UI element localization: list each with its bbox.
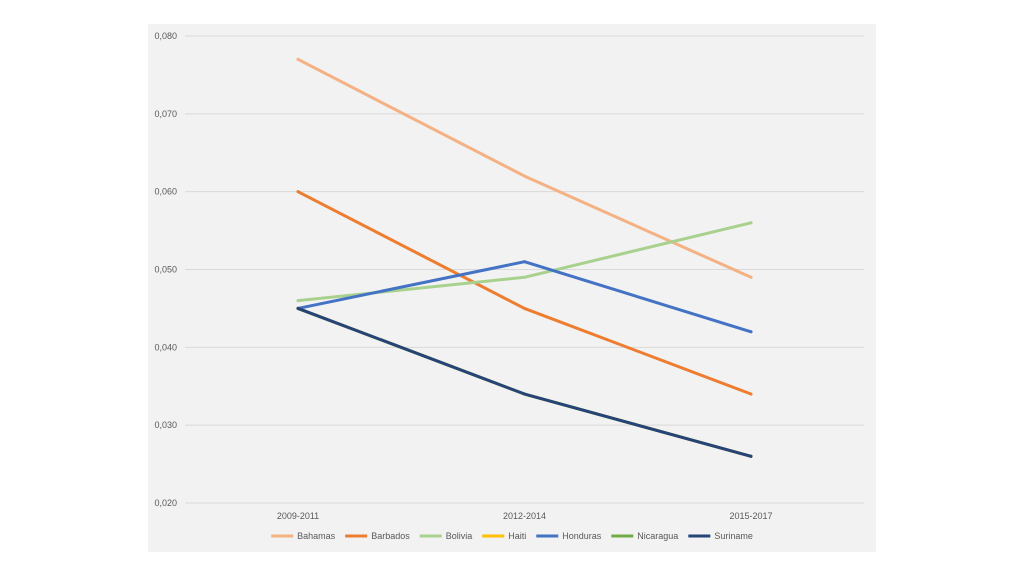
y-tick-label: 0,030 — [154, 420, 177, 430]
data-point-honduras — [523, 260, 526, 264]
legend-label: Honduras — [562, 531, 602, 541]
legend-label: Suriname — [714, 531, 753, 541]
y-tick-label: 0,020 — [154, 498, 177, 508]
data-point-honduras — [749, 330, 753, 334]
legend-item: Honduras — [536, 531, 602, 541]
legend: Bahamas Barbados Bolivia Haiti Honduras Nicar… — [271, 531, 753, 541]
legend-label: Bahamas — [297, 531, 336, 541]
x-tick-label: 2012-2014 — [503, 511, 546, 521]
legend-item: Bolivia — [419, 531, 473, 541]
line-chart: 0,020 0,030 0,040 0,050 0,060 0,070 0,080 2009… — [154, 31, 864, 541]
data-point-barbados — [523, 306, 526, 310]
x-tick-label: 2015-2017 — [729, 511, 772, 521]
y-tick-label: 0,040 — [154, 342, 177, 352]
data-point-suriname — [296, 306, 300, 310]
data-point-bolivia — [523, 275, 526, 279]
x-tick-label: 2009-2011 — [277, 511, 319, 521]
legend-item: Barbados — [345, 531, 410, 541]
data-point-bahamas — [296, 57, 300, 61]
legend-label: Barbados — [371, 531, 410, 541]
legend-label: Haiti — [508, 531, 526, 541]
legend-item: Haiti — [482, 531, 526, 541]
series-line-honduras — [296, 260, 753, 334]
data-point-barbados — [296, 190, 300, 194]
legend-label: Nicaragua — [637, 531, 678, 541]
legend-item: Suriname — [688, 531, 753, 541]
gridlines — [185, 35, 864, 504]
x-axis-tick-labels: 2009-2011 2012-2014 2015-2017 — [277, 511, 773, 521]
y-tick-label: 0,070 — [154, 109, 177, 119]
series-line-haiti — [296, 306, 753, 458]
y-axis-tick-labels: 0,020 0,030 0,040 0,050 0,060 0,070 0,080 — [154, 31, 177, 508]
data-point-suriname — [523, 392, 526, 396]
series-line-bahamas — [296, 57, 753, 279]
series-line-suriname — [296, 306, 753, 458]
data-point-barbados — [749, 392, 753, 396]
chart-panel: 0,020 0,030 0,040 0,050 0,060 0,070 0,080 2009… — [148, 24, 876, 552]
y-tick-label: 0,050 — [154, 265, 177, 275]
data-point-bolivia — [296, 299, 300, 303]
legend-item: Bahamas — [271, 531, 336, 541]
data-point-bahamas — [523, 174, 526, 178]
y-tick-label: 0,060 — [154, 187, 177, 197]
series-lines — [296, 57, 753, 458]
data-point-bolivia — [749, 221, 753, 225]
y-tick-label: 0,080 — [154, 31, 177, 41]
data-point-suriname — [749, 454, 753, 458]
legend-label: Bolivia — [446, 531, 473, 541]
data-point-bahamas — [749, 275, 753, 279]
series-line-nicaragua — [296, 306, 753, 458]
legend-item: Nicaragua — [611, 531, 678, 541]
